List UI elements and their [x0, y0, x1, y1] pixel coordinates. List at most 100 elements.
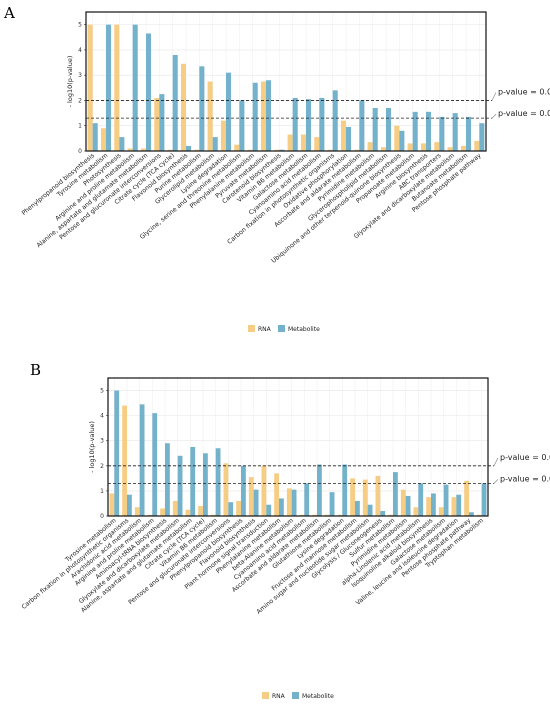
bar-metabolite-26 — [426, 111, 432, 151]
bar-metabolite-9 — [215, 448, 221, 516]
bar-metabolite-11 — [241, 465, 246, 516]
legend-label-metabolite: Metabolite — [302, 693, 334, 700]
bar-metabolite-7 — [172, 54, 178, 151]
bar-rna-17 — [300, 134, 306, 151]
y-tick-label: 3 — [78, 72, 82, 79]
bar-metabolite-8 — [203, 453, 208, 516]
legend-swatch-metabolite — [278, 325, 285, 332]
bar-metabolite-28 — [456, 494, 462, 516]
bar-metabolite-6 — [159, 94, 165, 151]
bar-rna-2 — [122, 405, 127, 516]
plot-frame — [107, 377, 489, 517]
bar-rna-18 — [314, 137, 320, 151]
plot-area — [86, 12, 486, 151]
legend-label-rna: RNA — [258, 326, 272, 333]
bar-rna-19 — [327, 149, 333, 151]
bar-metabolite-27 — [439, 116, 445, 151]
bar-rna-24 — [400, 489, 406, 516]
bar-metabolite-18 — [319, 97, 325, 151]
bar-rna-7 — [185, 509, 191, 516]
bar-metabolite-22 — [380, 510, 386, 516]
bar-metabolite-15 — [279, 149, 285, 151]
bar-metabolite-12 — [239, 100, 245, 151]
bar-metabolite-18 — [329, 492, 335, 516]
bar-metabolite-19 — [342, 464, 348, 516]
bar-rna-12 — [234, 144, 240, 151]
y-tick-label: 2 — [100, 463, 104, 470]
bar-rna-27 — [434, 142, 440, 151]
bar-rna-12 — [248, 477, 254, 516]
bar-metabolite-21 — [367, 504, 373, 516]
bar-rna-1 — [87, 24, 93, 151]
bar-rna-18 — [324, 514, 330, 516]
bar-metabolite-1 — [114, 390, 120, 516]
bar-rna-14 — [274, 473, 279, 516]
bar-metabolite-20 — [355, 500, 360, 516]
bar-metabolite-29 — [469, 512, 474, 516]
panel-label-b: B — [30, 361, 41, 379]
bar-metabolite-14 — [279, 498, 284, 516]
threshold-leader — [493, 457, 499, 466]
y-axis-label: - log10(p-value) — [88, 421, 96, 473]
bar-metabolite-30 — [481, 483, 487, 516]
threshold-label: p-value = 0.01 — [498, 87, 550, 96]
chart-panel-a: 0 1 2 3 4 5 p-value = 0.01 p-value = 0.05 - log1… — [21, 11, 550, 333]
bar-metabolite-21 — [359, 100, 365, 151]
bar-metabolite-5 — [146, 33, 152, 151]
bar-rna-17 — [312, 514, 317, 516]
legend-swatch-metabolite — [292, 692, 299, 699]
bar-rna-21 — [354, 149, 360, 151]
bar-rna-3 — [114, 24, 120, 151]
y-tick-label: 1 — [78, 123, 82, 130]
bar-rna-24 — [394, 125, 400, 151]
legend-label-metabolite: Metabolite — [288, 326, 320, 333]
bar-rna-16 — [299, 514, 305, 516]
bar-rna-13 — [261, 465, 267, 516]
bar-rna-4 — [127, 148, 133, 151]
bar-metabolite-2 — [127, 494, 132, 516]
bar-metabolite-28 — [452, 113, 458, 151]
bar-rna-4 — [147, 514, 153, 516]
bar-rna-7 — [167, 149, 173, 151]
bar-rna-26 — [426, 497, 431, 516]
bar-rna-29 — [464, 480, 469, 516]
plot-area — [108, 378, 488, 516]
bar-rna-14 — [260, 81, 266, 151]
bar-rna-6 — [154, 97, 160, 151]
bar-rna-13 — [247, 149, 253, 151]
y-tick-label: 4 — [78, 47, 82, 54]
bar-rna-21 — [362, 479, 368, 516]
y-tick-label: 0 — [100, 513, 104, 520]
bar-rna-9 — [210, 514, 216, 516]
bar-rna-20 — [340, 120, 346, 151]
bar-metabolite-16 — [292, 97, 298, 151]
bar-rna-6 — [172, 500, 178, 516]
bar-rna-19 — [337, 514, 343, 516]
bar-rna-30 — [476, 514, 482, 516]
bar-rna-8 — [198, 505, 203, 516]
legend-swatch-rna — [262, 692, 269, 699]
bar-metabolite-10 — [228, 502, 234, 516]
y-tick-label: 4 — [100, 413, 104, 420]
threshold-leader — [491, 113, 497, 119]
bar-rna-28 — [451, 497, 457, 516]
bar-rna-23 — [380, 147, 386, 151]
bar-rna-1 — [109, 493, 115, 516]
bar-rna-15 — [274, 149, 280, 151]
bar-rna-11 — [236, 500, 241, 516]
bar-rna-11 — [220, 120, 226, 151]
bar-rna-26 — [420, 143, 426, 151]
bar-rna-23 — [388, 514, 393, 516]
bar-metabolite-7 — [190, 447, 196, 516]
bar-metabolite-25 — [418, 483, 424, 516]
legend-swatch-rna — [248, 325, 255, 332]
y-axis-label: - log10(p-value) — [66, 56, 74, 108]
threshold-label: p-value = 0.05 — [498, 109, 550, 118]
bar-metabolite-1 — [92, 123, 98, 151]
threshold-leader — [491, 92, 497, 101]
bar-metabolite-12 — [253, 489, 259, 516]
bar-rna-2 — [100, 128, 106, 151]
y-tick-label: 2 — [78, 97, 82, 104]
bar-metabolite-23 — [393, 472, 398, 516]
